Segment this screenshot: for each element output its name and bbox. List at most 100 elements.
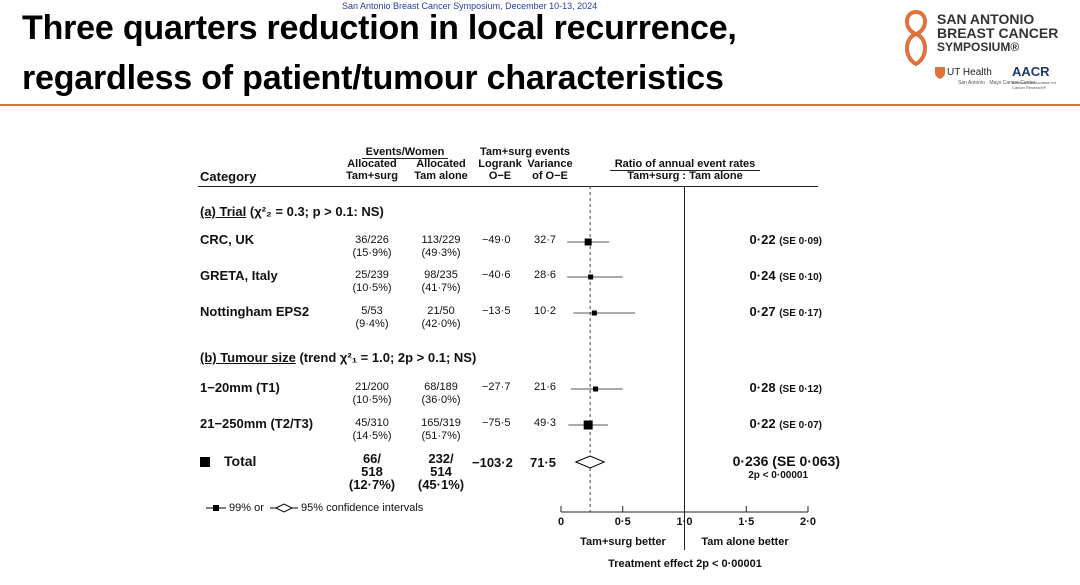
estimate-square — [593, 386, 599, 392]
total-ratio-value: 0·236 — [732, 453, 769, 469]
total-surg-n2: 518 — [361, 464, 383, 479]
header-events-women: Events/Women — [365, 146, 445, 158]
header-allocated-tam-surg: Allocated Tam+surg — [340, 158, 404, 182]
cell-surg: 25/239 (10·5%) — [340, 269, 404, 295]
estimate-square — [588, 274, 594, 280]
cell-surg-n: 36/226 — [355, 234, 389, 246]
cell-alone: 68/189 (36·0%) — [408, 381, 474, 407]
cell-alone-n: 21/50 — [427, 305, 455, 317]
cell-surg: 45/310 (14·5%) — [340, 417, 404, 443]
total-alone-pct: (45·1%) — [417, 477, 465, 492]
cell-var: 32·7 — [534, 234, 557, 246]
header-ratio-underline — [610, 170, 760, 171]
cell-alone-pct: (49·3%) — [421, 247, 461, 259]
total-alone-n1: 232/ — [428, 451, 454, 466]
sabcs-line-1: SAN ANTONIO — [937, 11, 1035, 27]
cell-var: 49·3 — [534, 417, 557, 429]
legend-text-1: 99% or — [229, 502, 264, 514]
x-label-right: Tam alone better — [701, 536, 789, 548]
cell-alone-n: 68/189 — [424, 381, 458, 393]
cell-alone: 113/229 (49·3%) — [408, 234, 474, 260]
cell-alone-n: 165/319 — [421, 417, 461, 429]
x-label-left: Tam+surg better — [580, 536, 666, 548]
total-surg-n1: 66/ — [362, 451, 382, 466]
total-alone-n2: 514 — [430, 464, 452, 479]
cell-alone-n: 113/229 — [421, 234, 461, 246]
header-events-underline — [362, 158, 448, 159]
ratio-value: 0·28 — [749, 380, 776, 395]
header-rule — [198, 186, 818, 187]
ratio-value: 0·27 — [749, 304, 776, 319]
cell-ratio: 0·27 (SE 0·17) — [750, 304, 822, 319]
conference-line: San Antonio Breast Cancer Symposium, Dec… — [342, 1, 598, 11]
total-var: 71·5 — [530, 455, 557, 470]
cell-surg-pct: (10·5%) — [352, 282, 392, 294]
total-alone: 232/ 514 (45·1%) — [408, 452, 474, 491]
cell-alone-pct: (36·0%) — [421, 394, 461, 406]
header-ratio: Ratio of annual event rates Tam+surg : T… — [590, 158, 780, 182]
ratio-se: (SE 0·09) — [779, 236, 822, 247]
header-allocated-1: Allocated — [347, 158, 397, 170]
cell-surg: 21/200 (10·5%) — [340, 381, 404, 407]
slide-title-line-1: Three quarters reduction in local recurr… — [22, 9, 737, 47]
cell-ratio: 0·22 (SE 0·07) — [750, 416, 822, 431]
header-category: Category — [200, 169, 257, 184]
cell-surg-n: 21/200 — [355, 381, 389, 393]
header-tam-surg-events: Tam+surg events — [480, 146, 570, 158]
total-ratio: 0·236 (SE 0·063) — [733, 453, 840, 469]
cell-ratio: 0·24 (SE 0·10) — [750, 268, 822, 283]
total-surg-pct: (12·7%) — [348, 477, 396, 492]
ratio-se: (SE 0·07) — [779, 420, 822, 431]
total-ratio-se: (SE 0·063) — [772, 453, 840, 469]
uthealth-subtext: San Antonio · Mays Cancer Center — [958, 80, 1036, 86]
total-label: Total — [224, 453, 257, 469]
cell-alone-pct: (41·7%) — [421, 282, 461, 294]
header-tam-surg: Tam+surg — [345, 170, 399, 182]
estimate-square — [584, 238, 592, 246]
header-ratio-2: Tam+surg : Tam alone — [627, 170, 743, 182]
section-tumour-size: (b) Tumour size (trend χ²₁ = 1.0; 2p > 0… — [200, 350, 476, 365]
row-label: CRC, UK — [200, 232, 255, 247]
cell-surg-pct: (14·5%) — [352, 430, 392, 442]
header-oe: O−E — [488, 170, 512, 182]
section-trial-label: (a) Trial — [200, 204, 247, 219]
uthealth-shield-icon — [935, 67, 945, 79]
sabcs-line-3: SYMPOSIUM® — [937, 40, 1020, 54]
cell-var: 10·2 — [534, 305, 557, 317]
cell-alone-pct: (51·7%) — [421, 430, 461, 442]
section-tumour-stat: (trend χ²₁ = 1.0; 2p > 0.1; NS) — [299, 350, 477, 365]
header-variance: Variance of O−E — [520, 158, 580, 182]
sabcs-line-2: BREAST CANCER — [937, 25, 1059, 41]
ratio-se: (SE 0·10) — [779, 272, 822, 283]
header-allocated-tam-alone: Allocated Tam alone — [408, 158, 474, 182]
cell-alone: 98/235 (41·7%) — [408, 269, 474, 295]
ratio-se: (SE 0·12) — [779, 384, 822, 395]
header-logrank: Logrank O−E — [470, 158, 530, 182]
uthealth-logo: UT Health — [947, 67, 992, 78]
cell-var: 21·6 — [534, 381, 557, 393]
header-logrank-1: Logrank — [478, 158, 522, 170]
cell-surg-n: 25/239 — [355, 269, 389, 281]
section-trial-stat: (χ²₂ = 0.3; p > 0.1: NS) — [249, 204, 384, 219]
legend-square-icon — [206, 505, 226, 511]
section-tumour-label: (b) Tumour size — [200, 350, 296, 365]
cell-oe: −40·6 — [482, 269, 511, 281]
cell-alone: 165/319 (51·7%) — [408, 417, 474, 443]
cell-surg: 36/226 (15·9%) — [340, 234, 404, 260]
x-tick-label: 0 — [558, 516, 564, 528]
ratio-value: 0·24 — [749, 268, 776, 283]
row-label: 21−250mm (T2/T3) — [200, 416, 314, 431]
header-variance-2: of O−E — [532, 170, 568, 182]
cell-oe: −75·5 — [482, 417, 511, 429]
row-label: 1−20mm (T1) — [200, 380, 280, 395]
title-divider — [0, 104, 1080, 106]
cell-surg-n: 5/53 — [361, 305, 383, 317]
section-trial: (a) Trial (χ²₂ = 0.3; p > 0.1: NS) — [200, 204, 384, 219]
cell-oe: −13·5 — [482, 305, 511, 317]
x-tick-label: 2·0 — [800, 516, 816, 528]
row-label: Nottingham EPS2 — [200, 304, 310, 319]
cell-oe: −27·7 — [482, 381, 511, 393]
legend-text-2: 95% confidence intervals — [301, 502, 424, 514]
ratio-value: 0·22 — [749, 232, 776, 247]
cell-surg-pct: (15·9%) — [352, 247, 392, 259]
